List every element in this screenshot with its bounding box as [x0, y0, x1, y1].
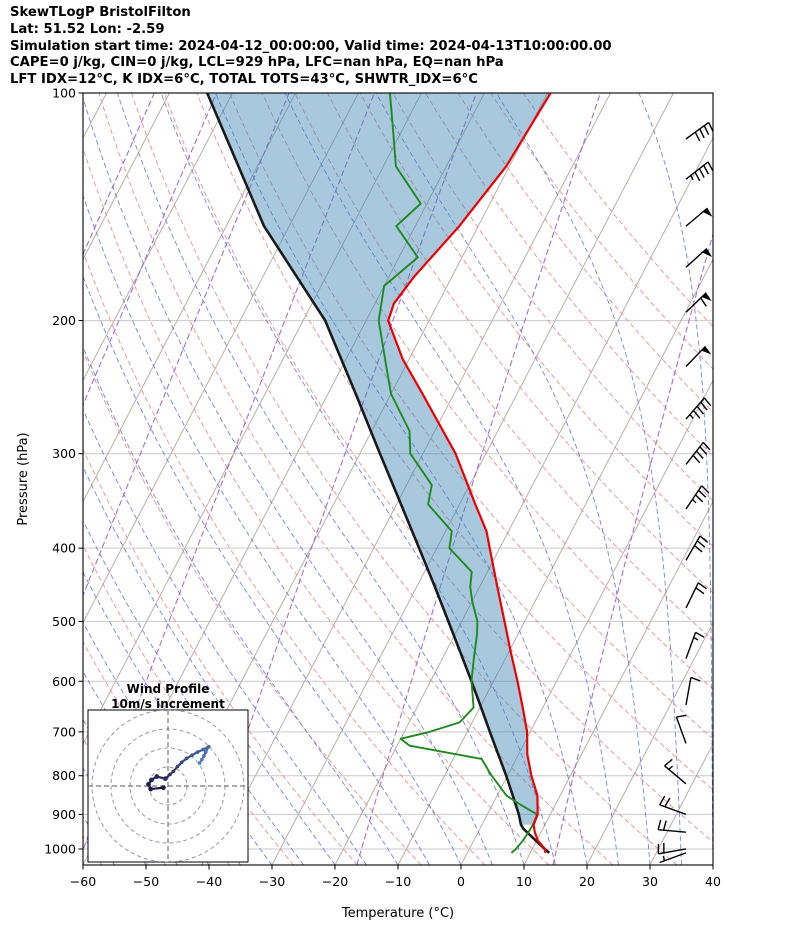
x-tick-label: 20	[579, 874, 595, 889]
hodograph-trace-point	[180, 761, 184, 765]
hodograph-trace-point	[161, 785, 166, 790]
barb-half-feather	[663, 856, 664, 861]
x-tick-label: −30	[259, 874, 285, 889]
hodograph-trace-point	[200, 758, 204, 762]
x-tick-label: 30	[642, 874, 658, 889]
y-axis-label: Pressure (hPa)	[16, 432, 31, 525]
hodograph-trace-point	[198, 761, 202, 765]
hodograph-trace-point	[149, 778, 154, 783]
y-tick-label: 100	[52, 86, 76, 101]
x-tick-label: 10	[516, 874, 532, 889]
y-tick-label: 1000	[44, 841, 76, 856]
location-line: Lat: 51.52 Lon: -2.59	[10, 22, 165, 37]
y-tick-label: 400	[52, 541, 76, 556]
x-tick-label: −10	[385, 874, 411, 889]
hodograph-trace-point	[168, 773, 172, 777]
y-tick-label: 500	[52, 614, 76, 629]
hodograph-trace-point	[154, 774, 159, 779]
x-tick-label: −40	[196, 874, 222, 889]
x-tick-label: 40	[705, 874, 721, 889]
time-line: Simulation start time: 2024-04-12_00:00:…	[10, 39, 612, 54]
x-tick-label: 0	[457, 874, 465, 889]
x-tick-label: −60	[70, 874, 96, 889]
hodograph-subtitle: 10m/s increment	[111, 697, 225, 711]
hodograph-trace-point	[172, 770, 176, 774]
hodograph-trace-point	[146, 782, 151, 787]
x-axis-label: Temperature (°C)	[341, 906, 454, 921]
hodograph-trace-point	[207, 745, 211, 749]
y-tick-label: 800	[52, 768, 76, 783]
stability-indices-line-1: CAPE=0 j/kg, CIN=0 j/kg, LCL=929 hPa, LF…	[10, 55, 504, 70]
x-tick-label: −20	[322, 874, 348, 889]
hodograph-trace-point	[176, 765, 180, 769]
y-tick-label: 200	[52, 313, 76, 328]
hodograph-trace-point	[190, 753, 194, 757]
stability-indices-line-2: LFT IDX=12°C, K IDX=6°C, TOTAL TOTS=43°C…	[10, 72, 478, 87]
hodograph-trace-point	[185, 757, 189, 761]
y-tick-label: 600	[52, 674, 76, 689]
hodograph-trace-point	[202, 754, 206, 758]
x-tick-label: −50	[133, 874, 159, 889]
y-tick-label: 900	[52, 807, 76, 822]
y-tick-label: 300	[52, 446, 76, 461]
hodograph-trace-point	[163, 776, 168, 781]
hodograph-title: Wind Profile	[127, 682, 210, 696]
hodograph-trace-point	[196, 750, 200, 754]
hodograph-trace-point	[148, 787, 153, 792]
chart-title: SkewTLogP BristolFilton	[10, 5, 191, 20]
hodograph-inset	[88, 710, 248, 862]
y-tick-label: 700	[52, 724, 76, 739]
hodograph-trace-point	[204, 750, 208, 754]
